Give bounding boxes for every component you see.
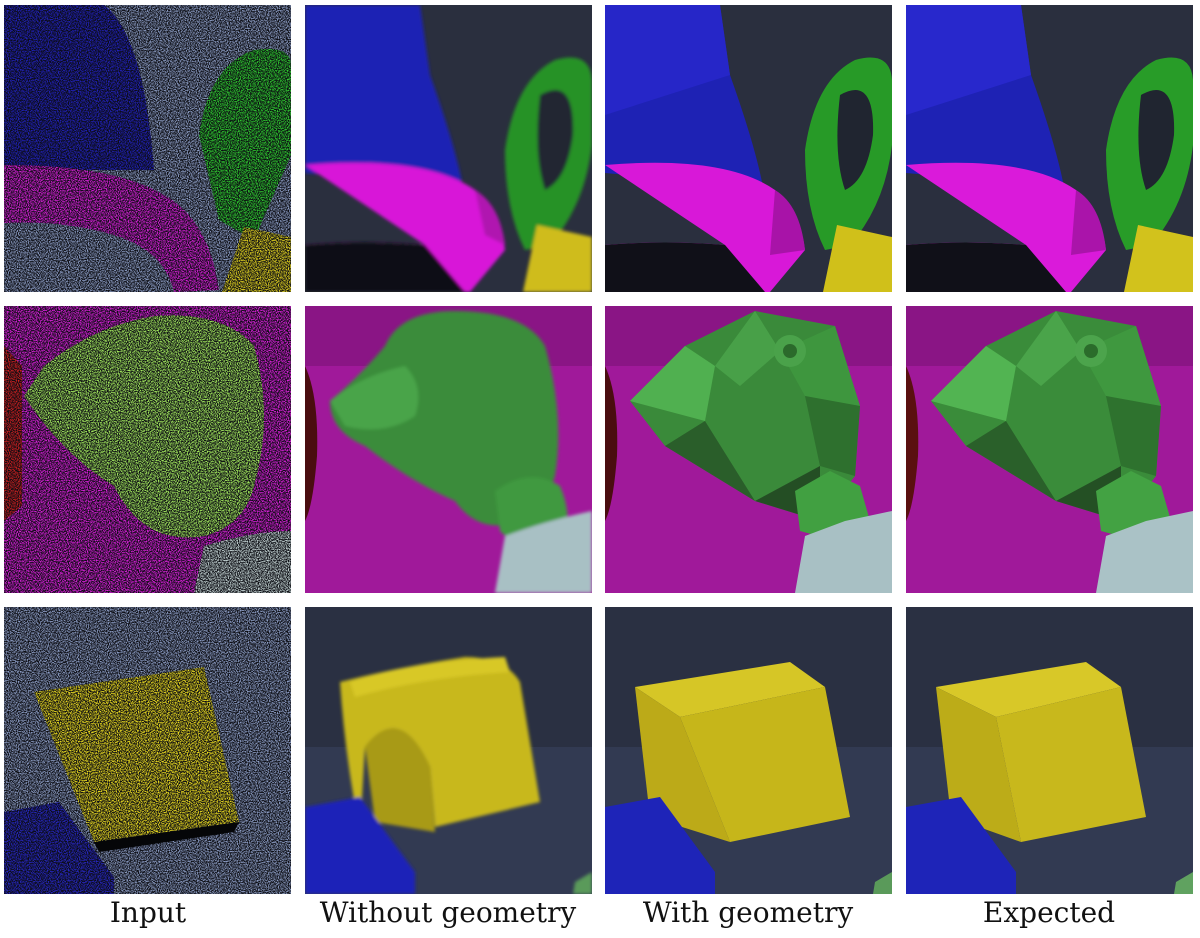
caption-input: Input bbox=[109, 896, 187, 929]
caption-expected: Expected bbox=[982, 896, 1116, 929]
row1-without-geometry-panel bbox=[305, 5, 592, 292]
caption-without-geometry: Without geometry bbox=[319, 896, 577, 929]
row2-with-geometry-panel bbox=[605, 306, 892, 593]
row2-input-panel bbox=[4, 306, 291, 593]
row3-input-panel bbox=[4, 607, 291, 894]
row3-with-geometry-panel bbox=[605, 607, 892, 894]
row1-input-panel bbox=[4, 5, 291, 292]
row3-without-geometry-panel bbox=[305, 607, 592, 894]
row1-with-geometry-panel bbox=[605, 5, 892, 292]
row2-without-geometry-panel bbox=[305, 306, 592, 593]
caption-with-geometry: With geometry bbox=[642, 896, 854, 929]
row2-expected-panel bbox=[906, 306, 1193, 593]
row1-expected-panel bbox=[906, 5, 1193, 292]
row3-expected-panel bbox=[906, 607, 1193, 894]
